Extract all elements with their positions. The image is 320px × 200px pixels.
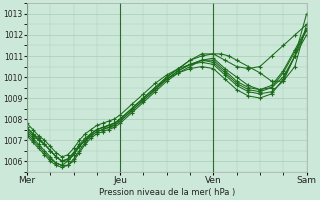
- X-axis label: Pression niveau de la mer( hPa ): Pression niveau de la mer( hPa ): [99, 188, 235, 197]
